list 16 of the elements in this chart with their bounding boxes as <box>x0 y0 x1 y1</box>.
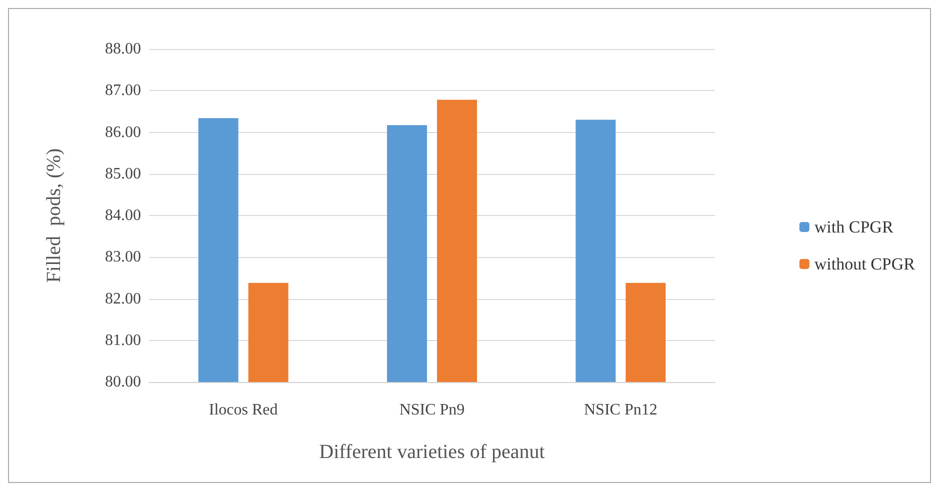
y-axis-title: Filled pods, (%) <box>43 148 65 283</box>
x-tick-label: NSIC Pn12 <box>584 402 658 418</box>
y-tick-label: 87.00 <box>105 82 141 100</box>
y-tick-label: 85.00 <box>105 165 141 182</box>
y-tick-label: 81.00 <box>105 332 141 349</box>
y-tick-label: 84.00 <box>105 207 141 224</box>
y-tick-label: 88.00 <box>105 40 141 58</box>
x-tick-label: Ilocos Red <box>208 402 278 418</box>
y-tick-label: 83.00 <box>105 248 141 266</box>
x-tick-label: NSIC Pn9 <box>399 402 465 418</box>
y-tick-label: 80.00 <box>105 374 141 390</box>
legend-label: without CPGR <box>814 254 916 274</box>
y-tick-label: 86.00 <box>105 124 141 141</box>
y-tick-label: 82.00 <box>105 290 141 308</box>
legend-label: with CPGR <box>814 218 894 236</box>
x-axis-title: Different varieties of peanut <box>319 441 546 463</box>
